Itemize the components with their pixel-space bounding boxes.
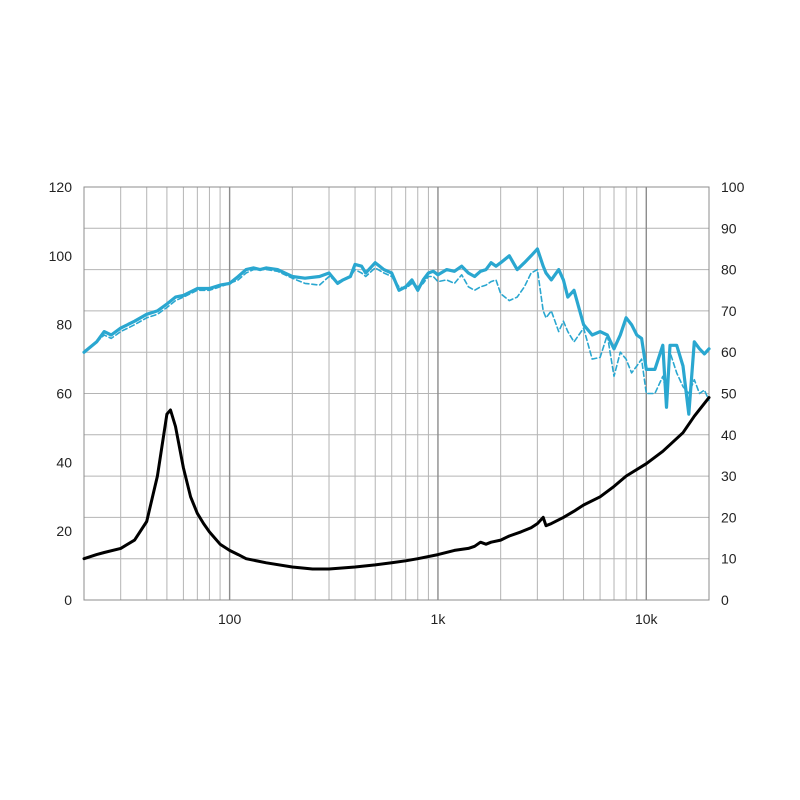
y-left-tick-label: 0 <box>64 592 72 608</box>
y-right-tick-label: 80 <box>721 262 737 278</box>
y-left-tick-label: 20 <box>56 523 72 539</box>
x-tick-label: 100 <box>218 611 242 627</box>
axis-labels: 0 20 40 60 80 100 120 0 10 20 30 40 50 60 70 80 90 100 100… <box>49 179 745 627</box>
series-layer <box>82 247 711 571</box>
y-left-tick-label: 60 <box>56 386 72 402</box>
y-right-tick-label: 50 <box>721 386 737 402</box>
y-left-tick-label: 100 <box>49 248 73 264</box>
y-right-tick-label: 100 <box>721 179 745 195</box>
y-left-tick-label: 80 <box>56 317 72 333</box>
y-right-tick-label: 70 <box>721 303 737 319</box>
x-tick-label: 1k <box>431 611 447 627</box>
y-right-tick-label: 10 <box>721 551 737 567</box>
response-curve-dashed <box>83 267 710 402</box>
impedance-curve <box>82 396 711 571</box>
y-right-tick-label: 40 <box>721 427 737 443</box>
x-tick-label: 10k <box>635 611 659 627</box>
plot-frame <box>83 186 710 601</box>
y-right-tick-label: 60 <box>721 344 737 360</box>
y-right-tick-label: 30 <box>721 468 737 484</box>
y-left-tick-label: 40 <box>56 454 72 470</box>
y-right-tick-label: 20 <box>721 509 737 525</box>
y-left-tick-label: 120 <box>49 179 73 195</box>
y-right-tick-label: 0 <box>721 592 729 608</box>
y-right-tick-label: 90 <box>721 220 737 236</box>
